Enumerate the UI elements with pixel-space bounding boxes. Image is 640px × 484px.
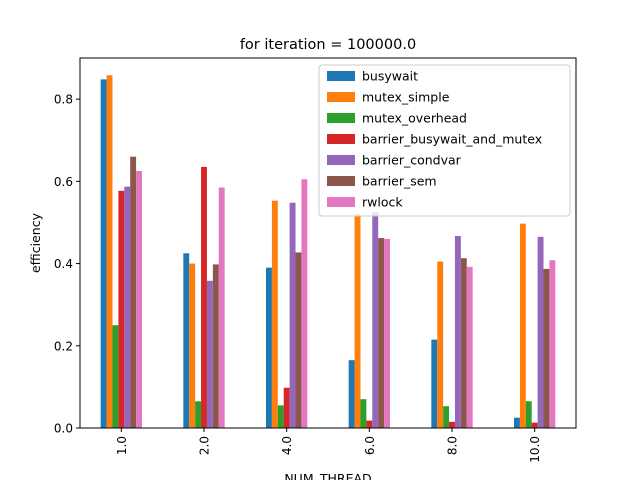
x-axis-label: NUM_THREAD bbox=[284, 471, 371, 480]
bar-busywait-2.0 bbox=[183, 253, 190, 428]
bar-barrier_busywait_and_mutex-8.0 bbox=[449, 421, 455, 428]
legend-swatch-mutex_simple bbox=[327, 92, 355, 102]
bar-mutex_overhead-1.0 bbox=[112, 325, 119, 428]
bar-mutex_simple-6.0 bbox=[354, 214, 361, 428]
bar-rwlock-10.0 bbox=[549, 260, 556, 428]
bar-barrier_busywait_and_mutex-4.0 bbox=[283, 387, 290, 428]
bar-barrier_sem-10.0 bbox=[543, 268, 550, 428]
bar-mutex_overhead-6.0 bbox=[360, 399, 367, 428]
bar-rwlock-4.0 bbox=[301, 179, 308, 428]
x-tick-label: 10.0 bbox=[528, 436, 542, 463]
legend-label-rwlock: rwlock bbox=[362, 195, 403, 210]
legend-label-mutex_overhead: mutex_overhead bbox=[362, 111, 467, 126]
bar-barrier_sem-6.0 bbox=[378, 238, 385, 428]
plot-frame bbox=[79, 57, 577, 429]
legend-swatch-mutex_overhead bbox=[327, 113, 355, 123]
bar-mutex_simple-1.0 bbox=[106, 75, 113, 429]
legend-label-barrier_sem: barrier_sem bbox=[362, 174, 437, 189]
bar-barrier_busywait_and_mutex-10.0 bbox=[531, 422, 538, 428]
chart-title: for iteration = 100000.0 bbox=[240, 37, 416, 53]
x-tick-label: 8.0 bbox=[446, 436, 460, 455]
bar-barrier_busywait_and_mutex-6.0 bbox=[366, 420, 373, 428]
x-tick-label: 2.0 bbox=[198, 436, 212, 455]
bar-busywait-4.0 bbox=[266, 267, 272, 428]
bar-mutex_simple-10.0 bbox=[519, 223, 526, 428]
bar-barrier_condvar-8.0 bbox=[454, 236, 461, 428]
bar-mutex_simple-2.0 bbox=[189, 263, 196, 428]
legend-swatch-barrier_busywait_and_mutex bbox=[327, 134, 355, 144]
bar-barrier_sem-4.0 bbox=[295, 252, 302, 428]
legend-box bbox=[318, 64, 571, 217]
bar-mutex_simple-4.0 bbox=[271, 200, 278, 428]
y-tick-label: 0.4 bbox=[54, 257, 73, 271]
y-tick-label: 0.8 bbox=[54, 93, 73, 107]
bar-barrier_sem-8.0 bbox=[460, 258, 467, 428]
bar-barrier_busywait_and_mutex-1.0 bbox=[118, 190, 125, 428]
legend-swatch-busywait bbox=[327, 71, 355, 81]
bar-barrier_sem-1.0 bbox=[130, 156, 137, 429]
bar-barrier_condvar-4.0 bbox=[289, 202, 296, 428]
bar-busywait-6.0 bbox=[348, 360, 355, 428]
bar-barrier_condvar-10.0 bbox=[537, 236, 544, 428]
bar-barrier_busywait_and_mutex-2.0 bbox=[201, 166, 207, 428]
legend-label-barrier_busywait_and_mutex: barrier_busywait_and_mutex bbox=[362, 132, 542, 147]
y-axis-label: efficiency bbox=[28, 212, 43, 273]
y-tick-label: 0.0 bbox=[54, 422, 73, 436]
x-tick-label: 1.0 bbox=[115, 436, 129, 455]
x-tick-label: 6.0 bbox=[363, 436, 377, 455]
y-tick-label: 0.6 bbox=[54, 175, 73, 189]
legend-label-barrier_condvar: barrier_condvar bbox=[362, 153, 462, 168]
bar-barrier_condvar-2.0 bbox=[206, 280, 213, 428]
bars-layer bbox=[100, 75, 556, 429]
bar-mutex_overhead-2.0 bbox=[195, 401, 202, 428]
legend-label-mutex_simple: mutex_simple bbox=[362, 90, 450, 105]
bar-busywait-1.0 bbox=[100, 79, 107, 428]
bar-rwlock-2.0 bbox=[218, 187, 225, 428]
axes-layer: 0.0 0.2 0.4 0.6 0.8 1.0 2.0 4.0 6.0 8.0 10.0 bbox=[54, 57, 577, 463]
bar-busywait-10.0 bbox=[514, 417, 520, 428]
legend-swatch-barrier_condvar bbox=[327, 155, 355, 165]
bar-rwlock-6.0 bbox=[384, 238, 390, 428]
legend-label-busywait: busywait bbox=[362, 69, 418, 84]
legend: busywait mutex_simple mutex_overheadbarrie… bbox=[318, 64, 571, 217]
bar-barrier_condvar-1.0 bbox=[124, 186, 131, 428]
bar-mutex_overhead-8.0 bbox=[443, 406, 450, 428]
legend-swatch-barrier_sem bbox=[327, 176, 355, 186]
bar-barrier_sem-2.0 bbox=[212, 264, 219, 428]
bar-mutex_overhead-10.0 bbox=[525, 401, 532, 428]
bar-rwlock-1.0 bbox=[136, 171, 142, 428]
legend-swatch-rwlock bbox=[327, 197, 355, 207]
bar-mutex_simple-8.0 bbox=[437, 261, 444, 428]
bar-mutex_overhead-4.0 bbox=[277, 405, 284, 428]
bar-rwlock-8.0 bbox=[466, 266, 473, 428]
x-tick-label: 4.0 bbox=[280, 436, 294, 455]
y-tick-label: 0.2 bbox=[54, 339, 73, 353]
bar-busywait-8.0 bbox=[431, 339, 438, 428]
bar-barrier_condvar-6.0 bbox=[372, 212, 379, 428]
